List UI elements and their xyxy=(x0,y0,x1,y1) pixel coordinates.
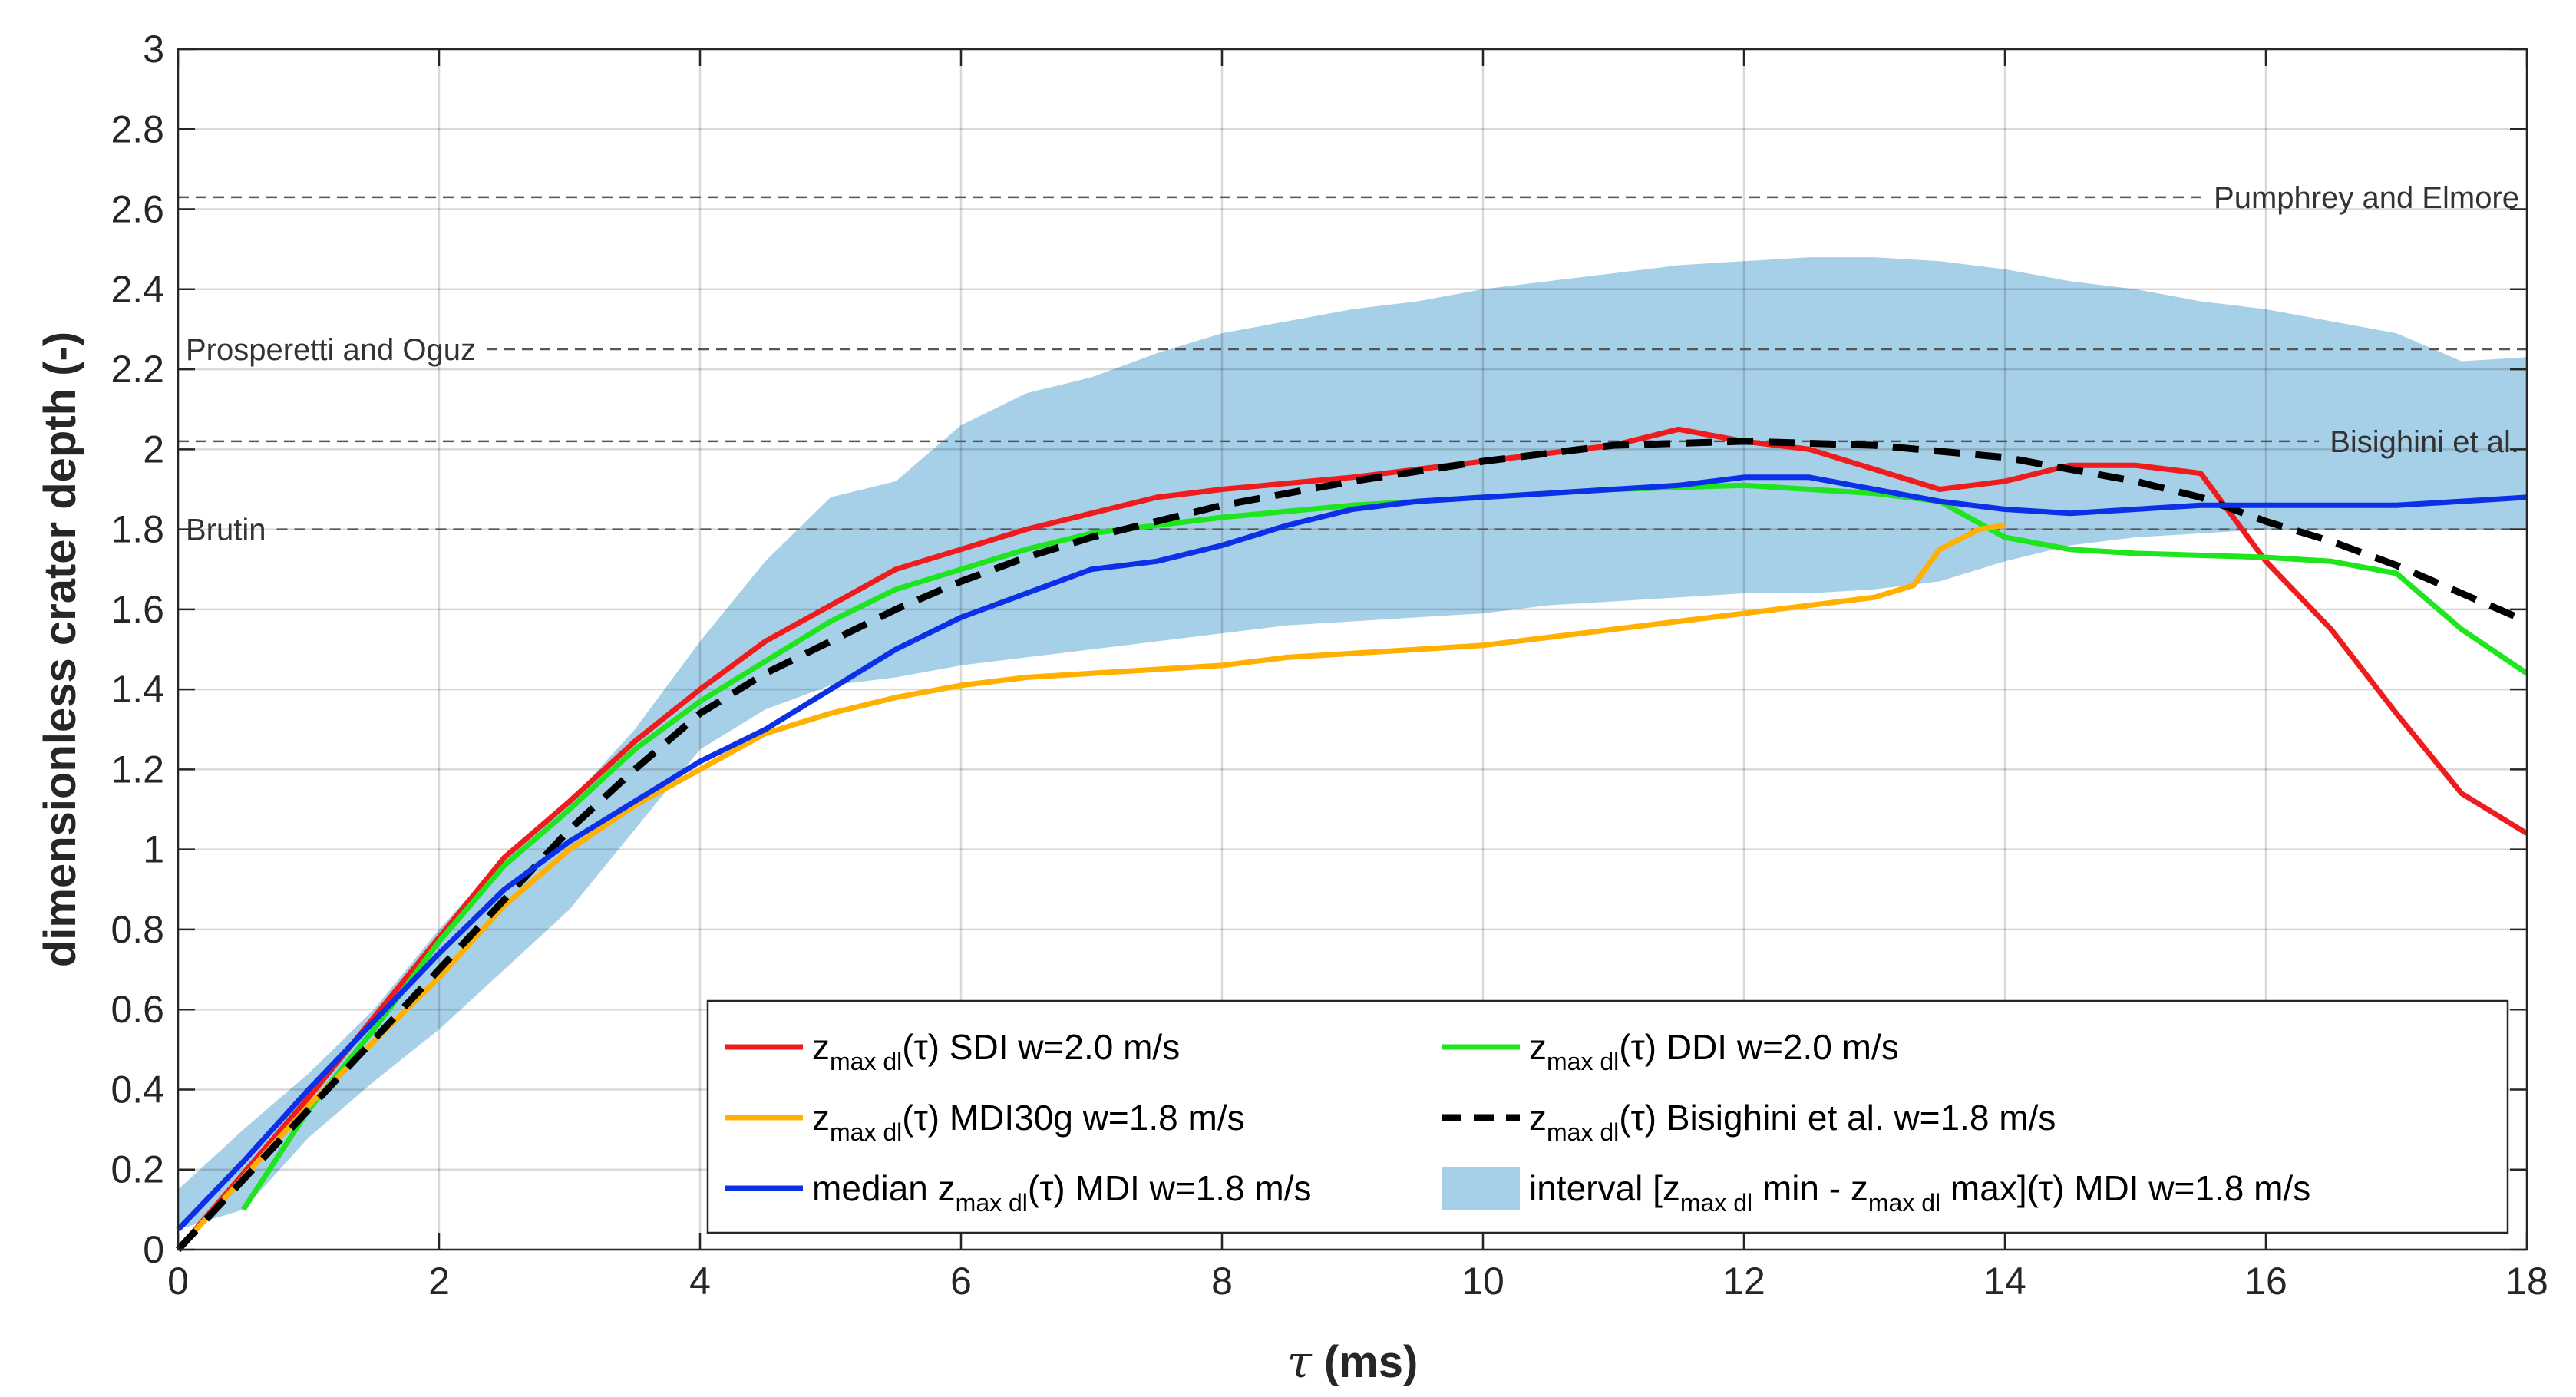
y-tick-label: 1.8 xyxy=(111,508,164,551)
x-tick-label: 0 xyxy=(167,1260,189,1303)
legend-subscript: max dl xyxy=(1547,1048,1619,1075)
legend-subscript: max dl xyxy=(1547,1118,1619,1146)
y-tick-label: 0.4 xyxy=(111,1068,164,1111)
legend-label-mdi30g: zmax dl(τ) MDI30g w=1.8 m/s xyxy=(812,1098,1245,1146)
y-tick-label: 1 xyxy=(143,828,164,871)
legend-text-part: z xyxy=(1529,1098,1547,1138)
y-tick-label: 2.4 xyxy=(111,268,164,311)
legend-text-part: z xyxy=(812,1027,830,1067)
y-tick-label: 2.8 xyxy=(111,107,164,150)
y-tick-label: 1.6 xyxy=(111,588,164,631)
x-tick-label: 2 xyxy=(428,1260,450,1303)
x-tick-label: 8 xyxy=(1211,1260,1233,1303)
ref-label-prosperetti-and-oguz: Prosperetti and Oguz xyxy=(186,333,476,367)
series-ddi-w-2-0-m-s xyxy=(241,482,2528,1211)
series-layer xyxy=(175,426,2528,1253)
x-tick-label: 10 xyxy=(1461,1260,1504,1303)
legend-text-part: (τ) xyxy=(1619,1027,1656,1067)
x-tick-label: 18 xyxy=(2505,1260,2548,1303)
x-tick-label: 4 xyxy=(689,1260,711,1303)
series-median-mdi-w-1-8-m-s xyxy=(176,474,2528,1232)
legend-text-part: DDI w=2.0 m/s xyxy=(1656,1027,1899,1067)
legend: zmax dl(τ) SDI w=2.0 m/s zmax dl(τ) DDI w… xyxy=(706,999,2509,1234)
legend-text-part: (τ) xyxy=(1619,1098,1656,1138)
y-tick-label: 0.2 xyxy=(111,1148,164,1191)
x-axis-title: τ (ms) xyxy=(1287,1336,1418,1388)
ref-label-pumphrey-and-elmore: Pumphrey and Elmore xyxy=(2214,181,2519,215)
legend-text-part: MDI30g w=1.8 m/s xyxy=(940,1098,1245,1138)
y-tick-label: 2.6 xyxy=(111,188,164,231)
legend-text-part: (τ) xyxy=(902,1098,940,1138)
ref-label-bisighini-et-al: Bisighini et al. xyxy=(2330,425,2519,459)
legend-label-bisighini: zmax dl(τ) Bisighini et al. w=1.8 m/s xyxy=(1529,1098,2056,1146)
y-tick-label: 0.8 xyxy=(111,908,164,951)
y-tick-label: 3 xyxy=(143,28,164,71)
x-tick-label: 16 xyxy=(2244,1260,2287,1303)
legend-subscript: max dl xyxy=(1680,1189,1752,1217)
legend-label-ddi: zmax dl(τ) DDI w=2.0 m/s xyxy=(1529,1027,1899,1075)
legend-text-part: z xyxy=(812,1098,830,1138)
y-tick-label: 0 xyxy=(143,1228,164,1271)
series-bisighini-et-al-w-1-8-m-s xyxy=(175,438,2528,1253)
legend-text-part: interval [z xyxy=(1529,1168,1680,1208)
legend-text-part: Bisighini et al. w=1.8 m/s xyxy=(1656,1098,2056,1138)
plot-frame xyxy=(177,48,2528,1251)
legend-subscript: max dl xyxy=(830,1118,902,1146)
legend-subscript: max dl xyxy=(956,1189,1028,1217)
x-tick-label: 14 xyxy=(1983,1260,2026,1303)
ref-label-brutin: Brutin xyxy=(186,514,266,547)
legend-text-part: MDI w=1.8 m/s xyxy=(2064,1168,2310,1208)
y-axis-title: dimensionless crater depth (-) xyxy=(35,332,85,967)
legend-label-interval: interval [zmax dl min - zmax dl max](τ) … xyxy=(1529,1168,2310,1217)
y-tick-label: 2.2 xyxy=(111,348,164,391)
y-tick-label: 1.4 xyxy=(111,668,164,711)
x-axis-unit: (ms) xyxy=(1312,1337,1418,1387)
legend-label-sdi: zmax dl(τ) SDI w=2.0 m/s xyxy=(812,1027,1180,1075)
axis-titles: dimensionless crater depth (-) τ (ms) xyxy=(35,332,1418,1388)
series-mdi30g-w-1-8-m-s xyxy=(176,522,2006,1252)
legend-swatch-interval xyxy=(1442,1167,1520,1210)
x-axis-symbol: τ xyxy=(1287,1336,1313,1388)
x-tick-label: 12 xyxy=(1722,1260,1765,1303)
legend-text-part: SDI w=2.0 m/s xyxy=(940,1027,1180,1067)
y-tick-label: 2 xyxy=(143,428,164,471)
y-tick-label: 0.6 xyxy=(111,988,164,1031)
legend-text-part: z xyxy=(1529,1027,1547,1067)
legend-text-part: (τ) xyxy=(902,1027,940,1067)
reference-lines-layer: Pumphrey and Elmore Prosperetti and Oguz B… xyxy=(178,181,2527,547)
legend-text-part: max](τ) xyxy=(1940,1168,2064,1208)
legend-box xyxy=(706,999,2509,1234)
legend-text-part: (τ) xyxy=(1028,1168,1065,1208)
legend-text-part: median z xyxy=(812,1168,956,1208)
y-tick-label: 1.2 xyxy=(111,748,164,791)
legend-text-part: MDI w=1.8 m/s xyxy=(1065,1168,1312,1208)
x-tick-label: 6 xyxy=(950,1260,972,1303)
legend-subscript: max dl xyxy=(1868,1189,1940,1217)
legend-label-median: median zmax dl(τ) MDI w=1.8 m/s xyxy=(812,1168,1312,1217)
legend-subscript: max dl xyxy=(830,1048,902,1075)
legend-text-part: min - z xyxy=(1752,1168,1868,1208)
ticks-layer: 0 2 4 6 8 10 12 14 16 18 0 0.2 0.4 0.6 0.8 1 1.2 1.4 1.6 1.… xyxy=(111,28,2548,1303)
